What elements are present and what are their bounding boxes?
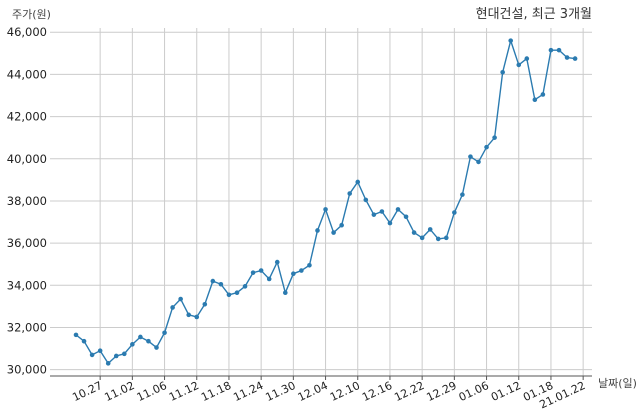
data-point	[444, 235, 449, 241]
data-point	[81, 338, 87, 344]
data-point	[355, 179, 361, 185]
data-point	[242, 284, 248, 289]
y-tick-label: 40,000	[7, 152, 47, 166]
data-point	[122, 351, 127, 357]
x-tick-label: 11.24	[231, 379, 265, 404]
data-point	[508, 38, 513, 43]
data-point	[315, 228, 320, 233]
data-point	[323, 207, 328, 212]
x-tick-label: 11.02	[103, 379, 137, 404]
data-point	[73, 332, 79, 338]
data-point	[339, 222, 344, 228]
data-point	[299, 268, 304, 273]
data-point	[419, 235, 425, 241]
data-point	[130, 342, 135, 347]
data-point	[210, 278, 216, 284]
data-point	[500, 69, 505, 75]
data-point	[97, 348, 103, 353]
data-point	[347, 191, 353, 196]
x-tick-label: 12.16	[360, 379, 394, 404]
data-point	[178, 296, 183, 302]
data-point	[532, 97, 538, 103]
x-tick-label: 01.06	[457, 379, 491, 404]
data-point	[138, 334, 143, 340]
x-tick-label: 12.29	[425, 379, 459, 404]
y-tick-label: 30,000	[7, 363, 47, 377]
data-point	[170, 305, 175, 310]
x-tick-label: 11.12	[167, 379, 201, 404]
data-point	[307, 262, 312, 268]
x-axis-label: 날짜(일)	[598, 376, 637, 390]
y-tick-label: 36,000	[7, 236, 47, 250]
series-layer	[73, 38, 578, 366]
data-point	[468, 154, 473, 159]
data-point	[234, 290, 240, 295]
data-point	[452, 210, 457, 215]
data-point	[274, 259, 280, 265]
data-point	[258, 268, 264, 273]
data-point	[427, 227, 433, 232]
data-point	[202, 301, 208, 307]
data-point	[435, 236, 441, 242]
data-point	[291, 271, 296, 277]
data-point	[460, 192, 465, 197]
data-point	[146, 338, 151, 344]
data-point	[379, 209, 385, 214]
data-point	[556, 47, 562, 53]
data-point	[194, 314, 200, 320]
data-point	[113, 353, 119, 359]
y-tick-label: 46,000	[7, 25, 47, 39]
data-point	[363, 197, 369, 203]
data-point	[250, 270, 256, 275]
x-tick-label: 10.27	[70, 379, 104, 404]
data-point	[266, 276, 272, 282]
data-point	[218, 281, 224, 287]
data-point	[484, 144, 489, 150]
data-point	[564, 55, 570, 60]
x-tick-label: 12.10	[328, 379, 362, 404]
data-point	[411, 230, 417, 235]
data-point	[89, 352, 95, 358]
data-point	[283, 290, 288, 295]
data-point	[524, 56, 530, 61]
x-tick-label: 12.04	[296, 379, 330, 404]
y-axis-label: 주가(원)	[12, 8, 51, 21]
data-point	[105, 361, 111, 366]
data-point	[540, 92, 546, 97]
y-tick-label: 44,000	[7, 67, 47, 81]
x-tick-label: 12.22	[392, 379, 426, 404]
y-tick-label: 34,000	[7, 278, 47, 292]
data-point	[162, 330, 167, 336]
data-point	[492, 135, 497, 140]
data-point	[331, 230, 336, 235]
chart-title: 현대건설, 최근 3개월	[476, 7, 592, 22]
x-tick-label: 11.06	[135, 379, 169, 404]
data-point	[403, 214, 409, 220]
grid-layer	[50, 28, 592, 376]
y-tick-label: 32,000	[7, 320, 47, 334]
data-point	[395, 207, 401, 212]
x-tick-label: 11.30	[264, 379, 298, 404]
data-point	[516, 62, 522, 68]
data-point	[387, 220, 393, 226]
data-point	[572, 56, 578, 61]
data-point	[371, 212, 377, 217]
y-tick-label: 42,000	[7, 110, 47, 124]
y-tick-label: 38,000	[7, 194, 47, 208]
data-point	[226, 292, 232, 298]
data-point	[548, 47, 554, 53]
data-point	[476, 159, 481, 165]
x-tick-label: 11.18	[199, 379, 233, 404]
data-point	[154, 345, 159, 350]
axis-layer	[50, 375, 592, 380]
data-point	[186, 312, 191, 318]
x-tick-label: 01.12	[489, 379, 523, 404]
